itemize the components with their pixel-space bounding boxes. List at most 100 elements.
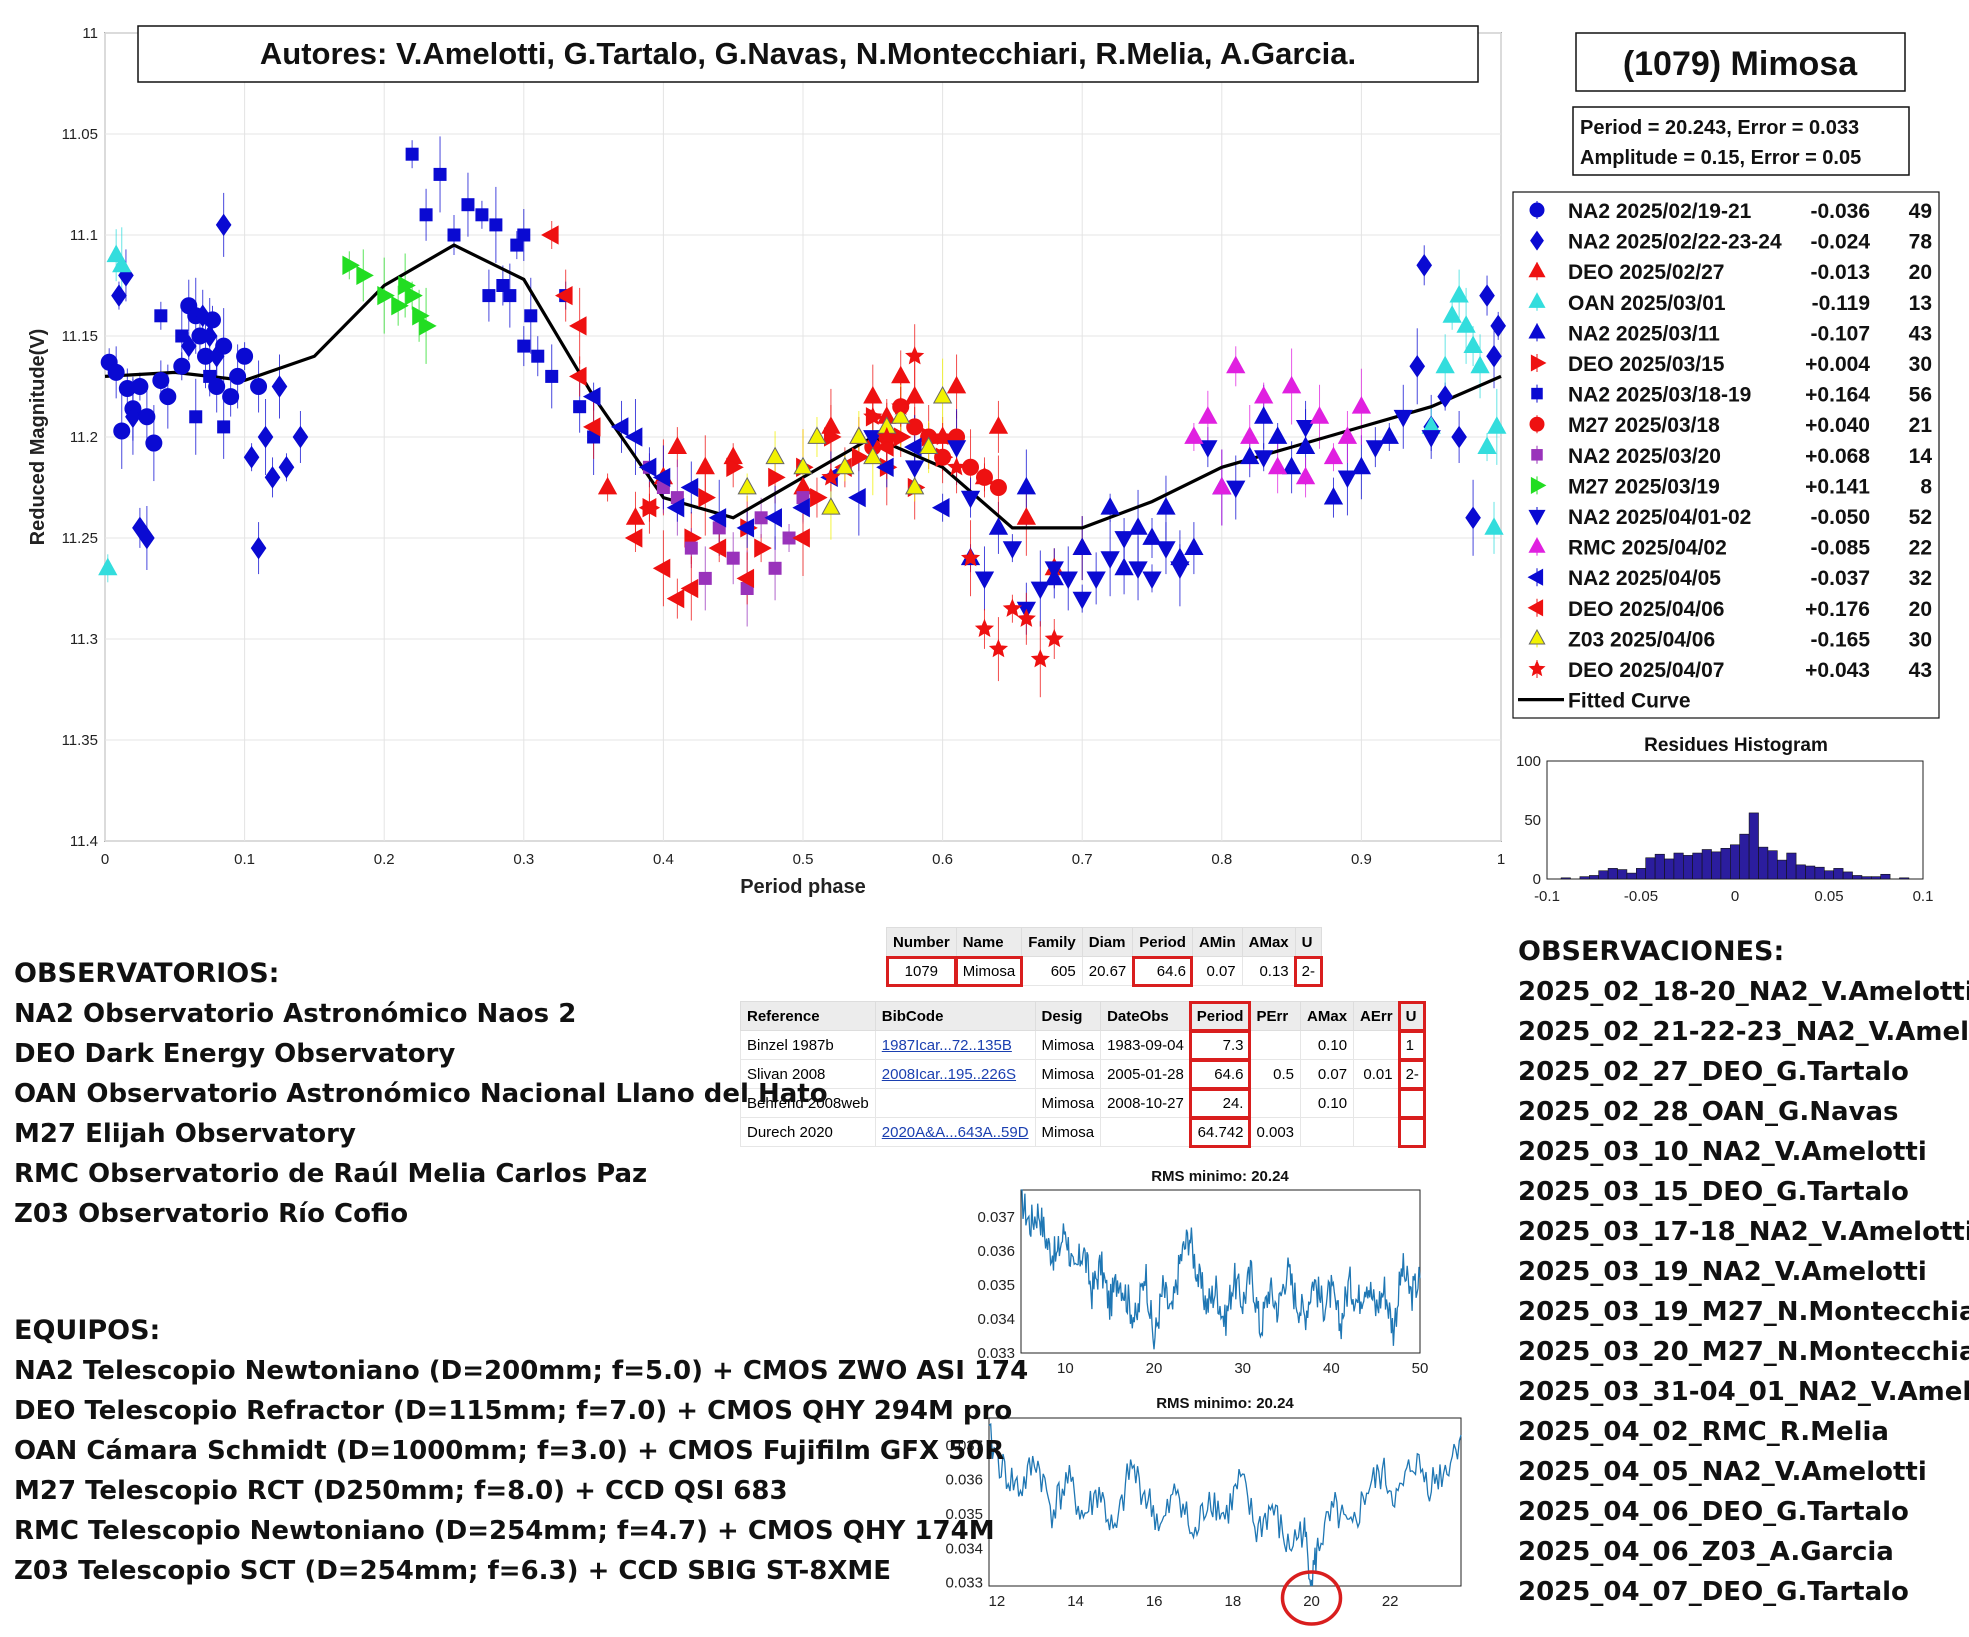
histogram-bar [1617,869,1628,880]
histogram-bar [1767,850,1778,880]
table-cell-u: 2- [1398,1058,1427,1090]
legend-marker [1529,202,1545,218]
data-point [175,329,189,343]
legend-offset: +0.043 [1805,659,1870,682]
data-point [264,466,281,489]
legend-entry: NA2 2025/03/20 +0.068 14 [1531,445,1932,468]
bibcode-link[interactable]: 1987Icar...72..135B [881,1036,1012,1054]
data-point [708,508,727,528]
legend-marker [1528,292,1546,308]
data-point [960,490,981,509]
y-tick-label: 11.4 [70,833,98,850]
col-dateobs: DateObs [1100,1001,1191,1031]
data-point [988,517,1009,535]
bibcode-link[interactable]: 2020A&A...643A..59D [881,1123,1029,1141]
histogram-bar [1626,872,1637,880]
data-point [545,369,559,383]
data-point [906,418,924,436]
data-point [946,440,967,458]
col-desig: Desig [1034,1001,1102,1031]
legend-marker [1528,322,1546,339]
equipment-item: M27 Telescopio RCT (D250mm; f=8.0) + CCD… [14,1476,788,1506]
data-point [356,265,374,286]
data-point [113,422,131,440]
observation-item: 2025_03_20_M27_N.Montecchiari [1518,1337,1969,1367]
data-point [905,346,925,365]
data-point [1437,385,1453,408]
observation-item: 2025_02_21-22-23_NA2_V.Amelotti [1518,1017,1969,1047]
data-point [1072,537,1092,555]
legend-marker [1528,660,1546,677]
data-point [821,467,841,486]
observation-item: 2025_03_17-18_NA2_V.Amelotti [1518,1217,1969,1247]
table-cell-desig: Mimosa [1034,1088,1102,1118]
data-point [342,255,360,275]
y-tick-label: 11.1 [70,227,98,244]
histogram-bar [1795,864,1806,880]
periodogram-x-tick: 20 [1303,1593,1320,1610]
periodogram-x-tick: 10 [1057,1360,1074,1377]
y-tick-label: 11.05 [62,126,98,143]
data-point [154,309,168,323]
period-highlight-circle [1280,1570,1343,1626]
legend-label: RMC 2025/04/02 [1568,537,1727,560]
authors-box [137,25,1479,83]
observatorios-block: OBSERVATORIOS: NA2 Observatorio Astronóm… [14,954,828,1234]
observatory-item: RMC Observatorio de Raúl Melia Carlos Pa… [14,1159,648,1189]
data-point [1281,456,1302,475]
data-point [257,425,274,449]
histogram-bar [1899,877,1910,880]
data-point [905,460,925,478]
legend-marker [1528,628,1546,645]
table-cell-aerr [1353,1088,1400,1118]
table-cell-reference: Behrend 2008web [740,1088,876,1118]
data-point [391,296,409,316]
fit-amplitude-text: Amplitude = 0.15, Error = 0.05 [1580,147,1861,169]
data-point [243,445,260,469]
table-cell-bibcode[interactable]: 2020A&A...643A..59D [874,1117,1036,1147]
legend-count: 8 [1920,475,1932,498]
object-title-box [1575,32,1906,92]
table-row: Behrend 2008web Mimosa 2008-10-27 24. 0.10 [740,1087,1427,1119]
legend-offset: +0.176 [1805,598,1870,621]
legend-entry: RMC 2025/04/02 -0.085 22 [1528,537,1932,560]
data-point [1484,517,1504,535]
data-point [405,285,423,306]
legend-count: 30 [1909,353,1932,376]
legend-marker [1527,599,1544,617]
observatory-item: Z03 Observatorio Río Cofio [14,1199,409,1229]
table-cell-desig: Mimosa [1034,1030,1102,1060]
data-point [489,218,503,232]
observatorios-heading: OBSERVATORIOS: [14,958,280,989]
data-point [1198,406,1218,424]
observation-item: 2025_04_05_NA2_V.Amelotti [1518,1457,1927,1487]
table-cell-desig: Mimosa [1034,1117,1102,1147]
table-cell-bibcode[interactable]: 2008Icar..195..226S [874,1059,1036,1089]
table-cell-bibcode[interactable]: 1987Icar...72..135B [874,1030,1036,1060]
data-point [754,538,772,558]
periodogram-x-tick: 14 [1067,1593,1084,1610]
x-tick-label: 0.2 [374,851,395,868]
observation-item: 2025_04_07_DEO_G.Tartalo [1518,1577,1909,1607]
histogram-bar [1730,844,1741,880]
legend-entry: NA2 2025/04/01-02 -0.050 52 [1528,506,1932,529]
table-cell-reference: Binzel 1987b [740,1030,876,1060]
col-diam: Diam [1081,927,1134,957]
data-point [1156,497,1176,515]
histogram-x-tick: -0.1 [1534,888,1560,905]
data-point [1044,628,1064,648]
data-point [217,420,231,434]
cell-amin: 0.07 [1191,956,1243,986]
data-point [1100,551,1120,569]
observaciones-heading: OBSERVACIONES: [1518,936,1785,967]
bibcode-link[interactable]: 2008Icar..195..226S [881,1065,1017,1083]
data-point [569,366,587,387]
data-point [624,427,643,447]
legend-marker [1528,509,1546,526]
data-point [1254,406,1274,424]
data-point [974,618,995,638]
observatory-item: NA2 Observatorio Astronómico Naos 2 [14,999,577,1029]
data-point [708,538,727,558]
data-point [821,497,841,515]
legend-count: 30 [1909,628,1932,651]
